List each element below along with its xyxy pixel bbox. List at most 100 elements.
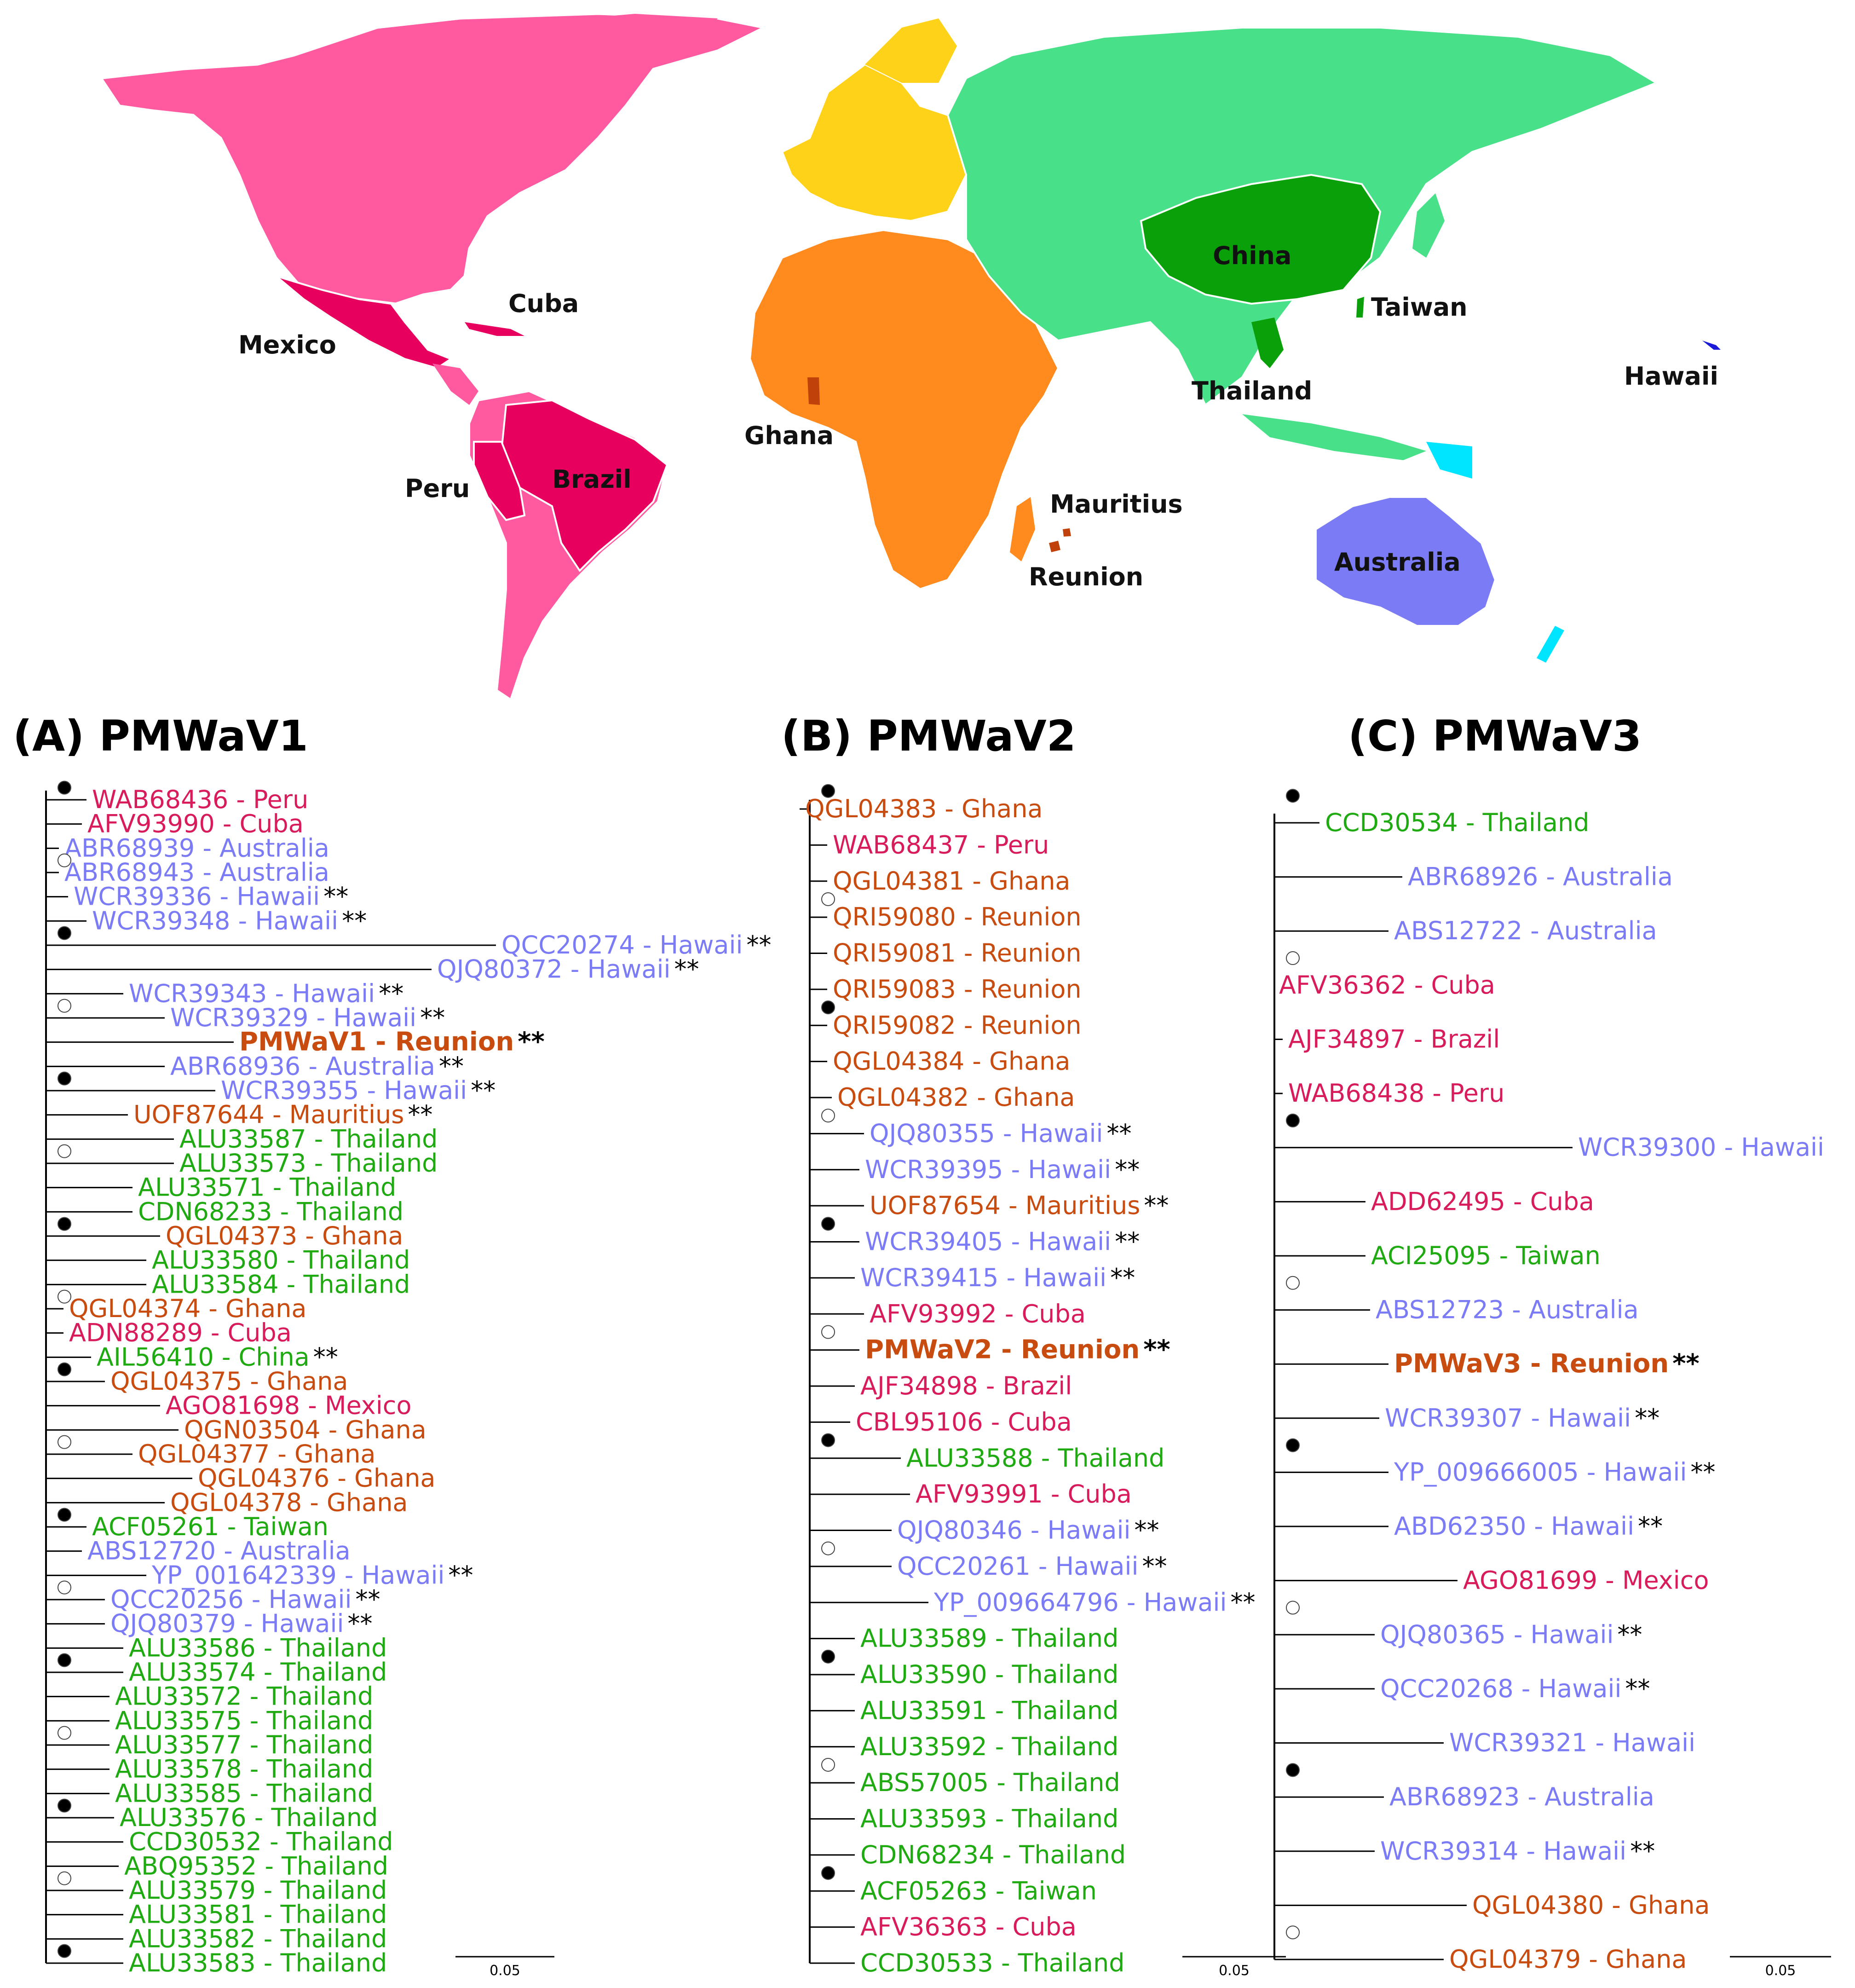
bootstrap-node <box>1286 1763 1300 1777</box>
leaf-marker: ** <box>1143 1335 1170 1365</box>
bootstrap-node <box>58 1944 71 1958</box>
map-indonesia <box>1242 414 1426 460</box>
leaf-label: YP_009664796 - Hawaii ** <box>933 1588 1256 1617</box>
leaf-label: QGL04379 - Ghana <box>1449 1945 1687 1974</box>
leaf-label: ALU33581 - Thailand <box>129 1900 387 1929</box>
leaf-label: QGL04377 - Ghana <box>138 1439 376 1468</box>
leaf-marker: ** <box>355 1585 380 1614</box>
leaf-marker: ** <box>1144 1191 1169 1220</box>
leaf-label: QGL04381 - Ghana <box>833 867 1071 896</box>
map-label-ghana: Ghana <box>744 421 834 450</box>
bootstrap-node <box>58 1217 71 1231</box>
leaf-label: QGL04384 - Ghana <box>833 1047 1071 1076</box>
leaf-marker: ** <box>1672 1349 1699 1379</box>
leaf-label: UOF87644 - Mauritius ** <box>133 1100 432 1129</box>
scale-bar-label: 0.05 <box>490 1963 520 1979</box>
bootstrap-node <box>1286 789 1300 803</box>
leaf-label: QGL04382 - Ghana <box>837 1083 1075 1112</box>
leaf-label: QRI59082 - Reunion <box>833 1011 1082 1040</box>
leaf-label: QJQ80379 - Hawaii ** <box>110 1609 373 1638</box>
leaf-label: ABD62350 - Hawaii ** <box>1394 1512 1663 1541</box>
leaf-label: WAB68436 - Peru <box>92 785 308 814</box>
leaf-label: AFV36362 - Cuba <box>1279 971 1495 1000</box>
map-new-zealand <box>1537 626 1564 663</box>
map-label-brazil: Brazil <box>552 465 632 494</box>
leaf-label: ALU33589 - Thailand <box>860 1624 1118 1653</box>
bootstrap-node <box>821 1109 835 1123</box>
leaf-label: ALU33576 - Thailand <box>120 1803 378 1832</box>
bootstrap-node <box>821 1866 835 1880</box>
leaf-label: AJF34898 - Brazil <box>860 1371 1072 1400</box>
leaf-label: ALU33573 - Thailand <box>179 1149 438 1178</box>
leaf-label: ALU33580 - Thailand <box>152 1246 410 1275</box>
map-china <box>1140 173 1382 305</box>
leaf-marker: ** <box>449 1560 473 1589</box>
leaf-label: WCR39329 - Hawaii ** <box>170 1003 445 1032</box>
leaf-label: WAB68438 - Peru <box>1288 1079 1504 1108</box>
map-australia <box>1315 496 1497 627</box>
leaf-label: QJQ80346 - Hawaii ** <box>897 1516 1159 1545</box>
bootstrap-node <box>58 853 71 867</box>
map-peru <box>473 441 526 521</box>
bootstrap-node <box>821 1433 835 1447</box>
leaf-label: ALU33583 - Thailand <box>129 1948 387 1977</box>
leaf-label: ABR68923 - Australia <box>1389 1782 1654 1811</box>
leaf-label: QRI59080 - Reunion <box>833 902 1082 931</box>
map-mexico <box>275 275 453 370</box>
leaf-label: WAB68437 - Peru <box>833 830 1049 859</box>
leaf-label: QGL04383 - Ghana <box>805 794 1043 823</box>
leaf-label: AJF34897 - Brazil <box>1288 1024 1500 1053</box>
leaf-label: AGO81699 - Mexico <box>1463 1566 1709 1595</box>
leaf-marker: ** <box>518 1027 545 1057</box>
leaf-label: QGL04375 - Ghana <box>110 1367 348 1396</box>
map-new-guinea <box>1426 442 1472 479</box>
bootstrap-node <box>1286 1601 1300 1615</box>
scale-bar-label: 0.05 <box>1219 1963 1250 1979</box>
leaf-label: QGN03504 - Ghana <box>184 1415 426 1444</box>
map-brazil <box>500 399 668 572</box>
map-greenland <box>529 14 718 69</box>
leaf-marker: ** <box>313 1342 338 1371</box>
leaf-label: ADD62495 - Cuba <box>1371 1187 1594 1216</box>
leaf-label: WCR39314 - Hawaii ** <box>1380 1837 1655 1866</box>
leaf-label: AGO81698 - Mexico <box>166 1391 412 1420</box>
map-north-america <box>99 12 767 305</box>
leaf-label: CCD30532 - Thailand <box>129 1827 393 1856</box>
leaf-label: ABQ95352 - Thailand <box>124 1851 388 1880</box>
leaf-label: QRI59081 - Reunion <box>833 939 1082 968</box>
leaf-label: WCR39336 - Hawaii ** <box>74 882 348 911</box>
leaf-label: ABS57005 - Thailand <box>860 1768 1120 1797</box>
map-europe <box>781 63 977 222</box>
leaf-label: ABS12722 - Australia <box>1394 916 1657 945</box>
leaf-label: QGL04373 - Ghana <box>166 1221 403 1250</box>
leaf-label: ACF05263 - Taiwan <box>860 1876 1097 1905</box>
leaf-marker: ** <box>348 1609 373 1638</box>
bootstrap-node <box>58 1362 71 1376</box>
map-label-cuba: Cuba <box>508 289 579 318</box>
map-label-peru: Peru <box>405 474 470 503</box>
leaf-label: ACF05261 - Taiwan <box>92 1512 328 1541</box>
leaf-label: ALU33579 - Thailand <box>129 1876 387 1905</box>
bootstrap-node <box>58 999 71 1013</box>
leaf-label: PMWaV2 - Reunion ** <box>865 1335 1170 1365</box>
leaf-label: WCR39348 - Hawaii ** <box>92 906 367 935</box>
map-madagascar <box>1010 497 1035 561</box>
map-scandinavia <box>865 18 957 83</box>
leaf-label: ALU33574 - Thailand <box>129 1658 387 1687</box>
leaf-label: PMWaV1 - Reunion ** <box>239 1027 545 1057</box>
bootstrap-node <box>821 1757 835 1772</box>
leaf-label: QGL04380 - Ghana <box>1472 1890 1710 1919</box>
leaf-label: WCR39355 - Hawaii ** <box>221 1076 495 1105</box>
bootstrap-node <box>1286 1113 1300 1127</box>
scale-bar-label: 0.05 <box>1765 1963 1796 1979</box>
leaf-label: QCC20268 - Hawaii ** <box>1380 1674 1650 1703</box>
leaf-marker: ** <box>1635 1404 1659 1433</box>
bootstrap-node <box>1286 1276 1300 1290</box>
map-label-mauritius: Mauritius <box>1050 490 1183 519</box>
leaf-label: CBL95106 - Cuba <box>856 1407 1072 1436</box>
bootstrap-node <box>58 1508 71 1522</box>
leaf-label: ABR68943 - Australia <box>64 858 329 887</box>
leaf-label: WCR39395 - Hawaii ** <box>865 1155 1140 1184</box>
map-ghana <box>807 377 820 405</box>
